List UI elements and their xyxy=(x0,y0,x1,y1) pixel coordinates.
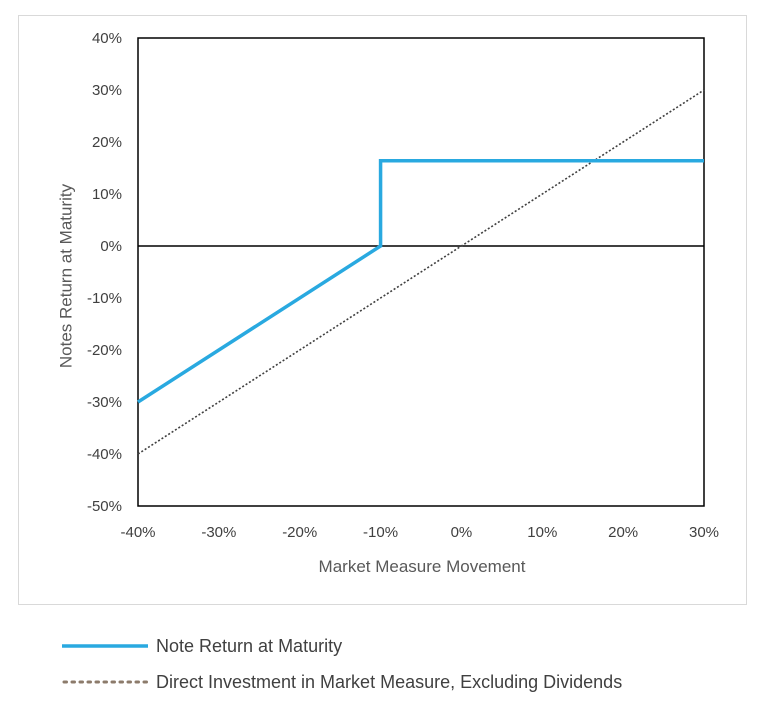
y-tick-label: 40% xyxy=(92,30,122,47)
x-tick-label: 30% xyxy=(689,524,719,541)
legend-swatch-direct-investment xyxy=(62,680,148,684)
x-tick-label: 0% xyxy=(451,524,473,541)
y-tick-label: -40% xyxy=(87,446,122,463)
x-axis-tick-labels: -40% -30% -20% -10% 0% 10% 20% 30% xyxy=(120,524,719,541)
legend-item-note-return: Note Return at Maturity xyxy=(62,628,622,664)
x-tick-label: -10% xyxy=(363,524,398,541)
legend-label-direct-investment: Direct Investment in Market Measure, Exc… xyxy=(156,671,623,692)
y-tick-label: -20% xyxy=(87,342,122,359)
series-line-note-return xyxy=(137,158,704,404)
plot-area xyxy=(137,37,705,507)
y-axis-tick-labels: 40% 30% 20% 10% 0% -10% -20% -30% -40% -50% xyxy=(87,30,122,515)
legend-swatch-note-return xyxy=(62,644,148,648)
y-tick-label: -30% xyxy=(87,394,122,411)
y-tick-label: -10% xyxy=(87,290,122,307)
x-tick-label: -30% xyxy=(201,524,236,541)
y-tick-label: 30% xyxy=(92,82,122,99)
x-tick-label: 20% xyxy=(608,524,638,541)
y-tick-label: 20% xyxy=(92,134,122,151)
y-axis-title: Notes Return at Maturity xyxy=(56,183,75,368)
legend-label-note-return: Note Return at Maturity xyxy=(156,635,343,656)
x-tick-label: 10% xyxy=(527,524,557,541)
x-axis-title: Market Measure Movement xyxy=(319,557,526,576)
series-line-direct-investment xyxy=(137,89,705,455)
y-tick-label: 10% xyxy=(92,186,122,203)
x-tick-label: -20% xyxy=(282,524,317,541)
legend-item-direct-investment: Direct Investment in Market Measure, Exc… xyxy=(62,664,622,700)
legend: Note Return at Maturity Direct Investmen… xyxy=(62,628,622,700)
x-tick-label: -40% xyxy=(120,524,155,541)
y-tick-label: -50% xyxy=(87,498,122,515)
y-tick-label: 0% xyxy=(100,238,122,255)
series-layer xyxy=(137,89,705,455)
